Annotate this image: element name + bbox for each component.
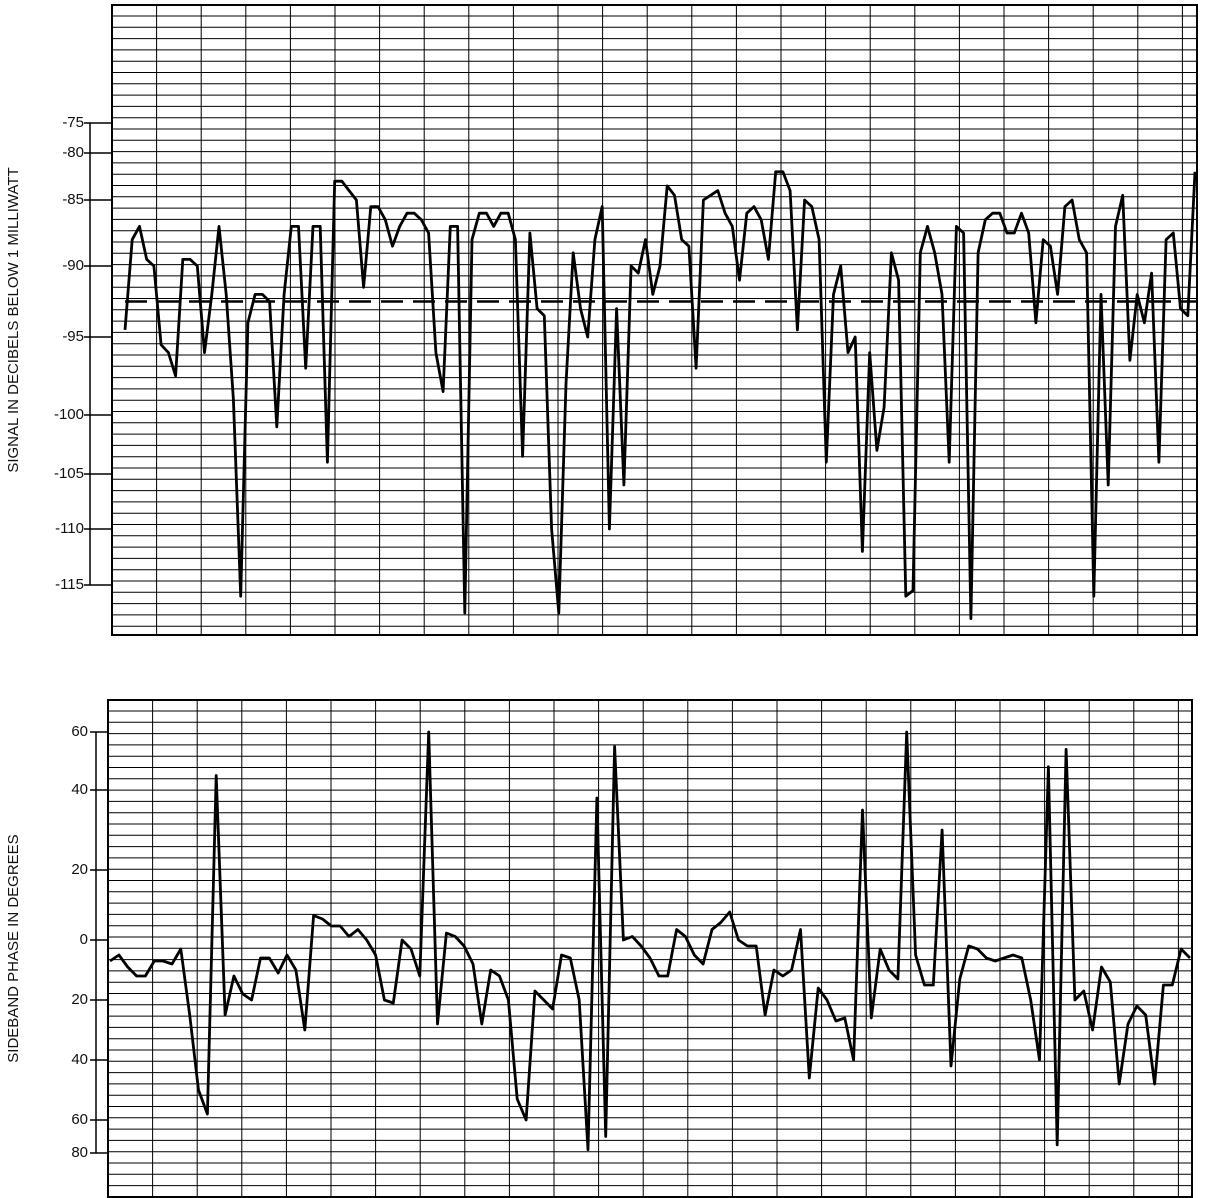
y-tick-label: -90 (62, 257, 84, 274)
y-tick-label: 80 (71, 1144, 88, 1161)
y-tick-label: 0 (80, 931, 88, 948)
plot-frame (111, 4, 1198, 636)
y-tick-label: -105 (54, 465, 84, 482)
y-tick-label: -85 (62, 191, 84, 208)
y-tick-label: 20 (71, 991, 88, 1008)
y-tick-label: -80 (62, 144, 84, 161)
y-tick-label: -110 (55, 520, 84, 537)
trace (109, 730, 1191, 1152)
y-tick-label: -115 (55, 576, 84, 593)
y-tick-label: 60 (71, 1111, 88, 1128)
y-tick-label: 60 (71, 723, 88, 740)
y-tick-label: -75 (62, 114, 84, 131)
y-tick-label: -100 (54, 406, 84, 423)
y-tick-label: 40 (71, 781, 88, 798)
y-tick-label: 40 (71, 1051, 88, 1068)
trace (123, 170, 1197, 620)
y-axis-label: SIGNAL IN DECIBELS BELOW 1 MILLIWATT (5, 167, 22, 472)
y-tick-label: 20 (71, 861, 88, 878)
y-axis-label: SIDEBAND PHASE IN DEGREES (5, 834, 22, 1062)
y-tick-label: -95 (62, 328, 84, 345)
